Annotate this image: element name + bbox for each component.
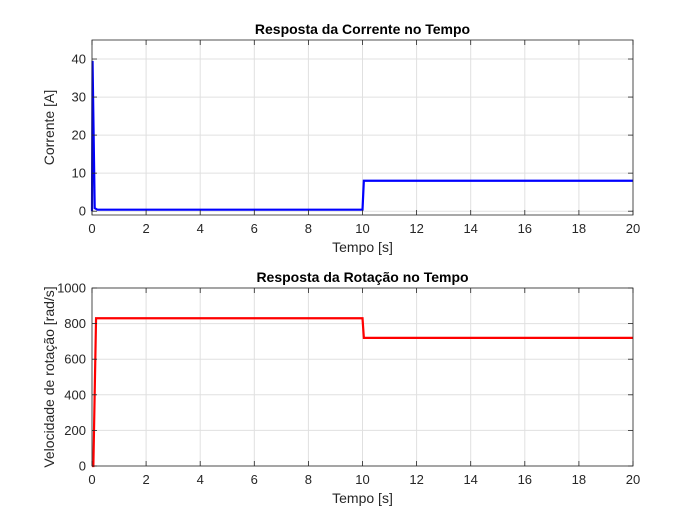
x-tick-label: 20 <box>626 472 640 487</box>
series-line <box>90 60 633 212</box>
y-tick-label: 10 <box>72 166 86 181</box>
x-axis-label: Tempo [s] <box>332 490 393 506</box>
x-tick-label: 10 <box>355 472 369 487</box>
y-tick-label: 800 <box>64 316 86 331</box>
x-tick-label: 12 <box>409 472 423 487</box>
x-tick-label: 0 <box>88 472 95 487</box>
x-tick-label: 4 <box>197 472 204 487</box>
y-tick-label: 0 <box>79 459 86 474</box>
y-axis-label: Velocidade de rotação [rad/s] <box>41 286 57 467</box>
chart-title: Resposta da Corrente no Tempo <box>255 21 470 37</box>
x-tick-label: 18 <box>572 221 586 236</box>
x-tick-label: 16 <box>518 472 532 487</box>
y-tick-label: 30 <box>72 90 86 105</box>
plot-area <box>91 287 634 468</box>
x-tick-label: 18 <box>572 472 586 487</box>
current-chart: Resposta da Corrente no Tempo Tempo [s] … <box>41 21 640 255</box>
x-tick-label: 8 <box>305 472 312 487</box>
y-tick-label: 600 <box>64 352 86 367</box>
x-tick-label: 12 <box>409 221 423 236</box>
x-tick-label: 20 <box>626 221 640 236</box>
plot-area <box>90 39 634 216</box>
x-tick-label: 6 <box>251 221 258 236</box>
x-tick-label: 16 <box>518 221 532 236</box>
x-axis-label: Tempo [s] <box>332 239 393 255</box>
y-tick-label: 40 <box>72 52 86 67</box>
x-tick-label: 0 <box>88 221 95 236</box>
x-tick-label: 2 <box>142 472 149 487</box>
chart-title: Resposta da Rotação no Tempo <box>256 269 468 285</box>
x-tick-label: 6 <box>251 472 258 487</box>
x-tick-label: 10 <box>355 221 369 236</box>
y-tick-label: 1000 <box>57 281 86 296</box>
rotation-chart: Resposta da Rotação no Tempo Tempo [s] V… <box>41 269 640 506</box>
y-tick-label: 400 <box>64 387 86 402</box>
y-tick-label: 200 <box>64 423 86 438</box>
x-tick-label: 8 <box>305 221 312 236</box>
y-axis-label: Corrente [A] <box>41 90 57 165</box>
x-tick-label: 14 <box>463 221 477 236</box>
x-tick-label: 2 <box>142 221 149 236</box>
y-tick-label: 20 <box>72 128 86 143</box>
x-tick-label: 4 <box>197 221 204 236</box>
x-tick-label: 14 <box>463 472 477 487</box>
y-tick-label: 0 <box>79 204 86 219</box>
